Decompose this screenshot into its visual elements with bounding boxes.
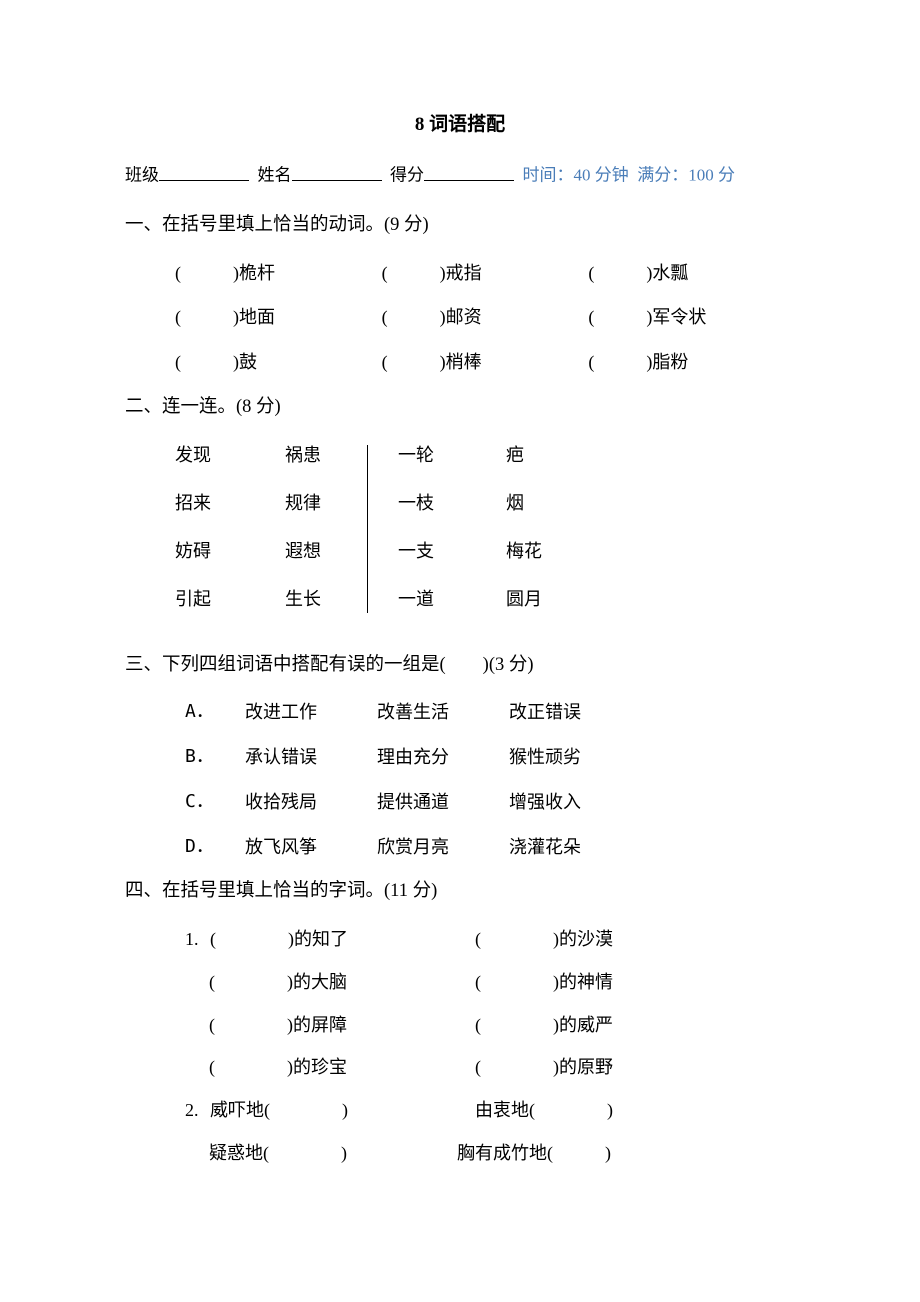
q2-word: 圆月 xyxy=(506,585,586,613)
score-label: 得分 xyxy=(390,166,424,185)
q2-word: 发现 xyxy=(175,441,285,469)
q2-word: 梅花 xyxy=(506,537,586,565)
option-item: 收拾残局 xyxy=(245,788,377,817)
score-blank[interactable] xyxy=(424,160,514,180)
q2-word: 祸患 xyxy=(285,441,367,469)
option-label: D． xyxy=(185,833,245,862)
q4-row: ()的珍宝 ()的原野 xyxy=(125,1053,795,1082)
part-label: 2. xyxy=(185,1096,210,1125)
q2-matching: 发现 招来 妨碍 引起 祸患 规律 遐想 生长 一轮 一枝 一支 一道 疤 烟 … xyxy=(125,441,795,633)
name-label: 姓名 xyxy=(258,166,292,185)
q1-word: 军令状 xyxy=(652,307,706,327)
q1-word: 邮资 xyxy=(446,307,482,327)
q1-row: ()桅杆 ()戒指 ()水瓢 xyxy=(125,259,795,288)
option-item: 欣赏月亮 xyxy=(377,833,509,862)
option-item: 改善生活 xyxy=(377,698,509,727)
q4-word: 的珍宝 xyxy=(293,1057,347,1077)
q4-word: 的沙漠 xyxy=(559,929,613,949)
worksheet-title: 8 词语搭配 xyxy=(125,110,795,140)
header-line: 班级 姓名 得分 时间：40 分钟 满分：100 分 xyxy=(125,160,795,189)
q2-word: 妨碍 xyxy=(175,537,285,565)
name-blank[interactable] xyxy=(292,160,382,180)
q1-word: 地面 xyxy=(239,307,275,327)
section4-heading: 四、在括号里填上恰当的字词。(11 分) xyxy=(125,877,795,907)
q2-divider xyxy=(367,445,368,613)
q1-row: ()鼓 ()梢棒 ()脂粉 xyxy=(125,348,795,377)
q4-row: 1.()的知了 ()的沙漠 xyxy=(125,925,795,954)
option-label: B． xyxy=(185,743,245,772)
q3-option: D． 放飞风筝 欣赏月亮 浇灌花朵 xyxy=(125,833,795,862)
q4-word: 疑惑地 xyxy=(209,1143,263,1163)
option-item: 承认错误 xyxy=(245,743,377,772)
q2-word: 生长 xyxy=(285,585,367,613)
section1-heading: 一、在括号里填上恰当的动词。(9 分) xyxy=(125,211,795,241)
q2-word: 一枝 xyxy=(398,489,506,517)
option-item: 放飞风筝 xyxy=(245,833,377,862)
q2-word: 一轮 xyxy=(398,441,506,469)
option-item: 浇灌花朵 xyxy=(509,833,641,862)
q2-word: 疤 xyxy=(506,441,586,469)
q4-word: 的大脑 xyxy=(293,972,347,992)
option-label: C． xyxy=(185,788,245,817)
q2-word: 引起 xyxy=(175,585,285,613)
q3-option: C． 收拾残局 提供通道 增强收入 xyxy=(125,788,795,817)
class-label: 班级 xyxy=(125,166,159,185)
section3-heading: 三、下列四组词语中搭配有误的一组是( )(3 分) xyxy=(125,651,795,681)
q1-word: 梢棒 xyxy=(446,352,482,372)
full-score-label: 满分：100 分 xyxy=(637,166,735,185)
q2-word: 遐想 xyxy=(285,537,367,565)
q4-row: ()的大脑 ()的神情 xyxy=(125,968,795,997)
q3-option: A． 改进工作 改善生活 改正错误 xyxy=(125,698,795,727)
q4-word: 胸有成竹地 xyxy=(457,1143,547,1163)
class-blank[interactable] xyxy=(159,160,249,180)
q3-option: B． 承认错误 理由充分 猴性顽劣 xyxy=(125,743,795,772)
q4-word: 威吓地 xyxy=(210,1100,264,1120)
q2-word: 一支 xyxy=(398,537,506,565)
q4-word: 的屏障 xyxy=(293,1015,347,1035)
option-label: A． xyxy=(185,698,245,727)
q1-row: ()地面 ()邮资 ()军令状 xyxy=(125,303,795,332)
option-item: 改正错误 xyxy=(509,698,641,727)
q4-word: 的原野 xyxy=(559,1057,613,1077)
q4-word: 的知了 xyxy=(294,929,348,949)
q4-word: 的威严 xyxy=(559,1015,613,1035)
q1-word: 鼓 xyxy=(239,352,257,372)
section2-heading: 二、连一连。(8 分) xyxy=(125,393,795,423)
part-label: 1. xyxy=(185,925,210,954)
option-item: 理由充分 xyxy=(377,743,509,772)
option-item: 改进工作 xyxy=(245,698,377,727)
q4-word: 由衷地 xyxy=(475,1100,529,1120)
q2-word: 烟 xyxy=(506,489,586,517)
option-item: 猴性顽劣 xyxy=(509,743,641,772)
option-item: 提供通道 xyxy=(377,788,509,817)
q4-row: ()的屏障 ()的威严 xyxy=(125,1011,795,1040)
q4-word: 的神情 xyxy=(559,972,613,992)
q1-word: 水瓢 xyxy=(652,263,688,283)
q2-word: 招来 xyxy=(175,489,285,517)
q1-word: 桅杆 xyxy=(239,263,275,283)
q4-row: 疑惑地() 胸有成竹地() xyxy=(125,1139,795,1168)
q4-row: 2.威吓地() 由衷地() xyxy=(125,1096,795,1125)
option-item: 增强收入 xyxy=(509,788,641,817)
q2-word: 一道 xyxy=(398,585,506,613)
q1-word: 戒指 xyxy=(446,263,482,283)
time-label: 时间：40 分钟 xyxy=(523,166,629,185)
q2-word: 规律 xyxy=(285,489,367,517)
q1-word: 脂粉 xyxy=(652,352,688,372)
